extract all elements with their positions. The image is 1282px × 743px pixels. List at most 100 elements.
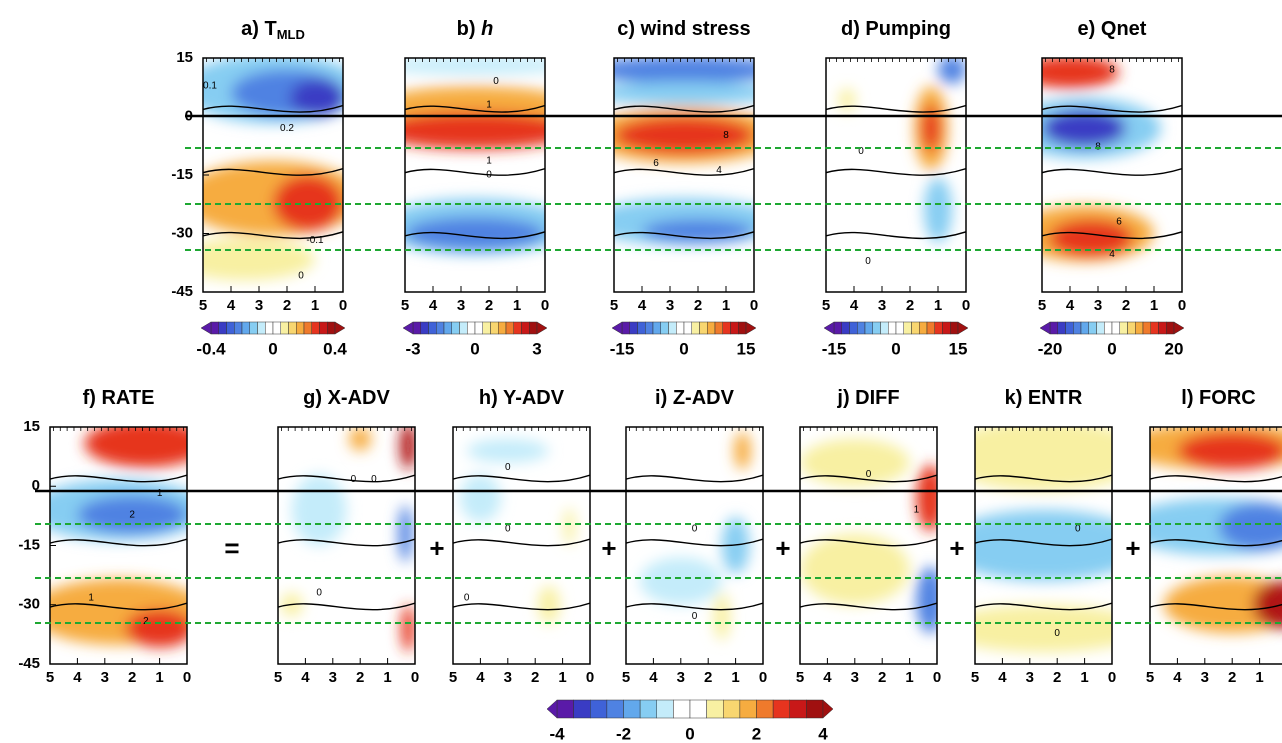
field-blob <box>924 177 952 243</box>
colorbar-cell <box>872 321 881 335</box>
field-bg <box>278 427 415 664</box>
x-tick-label: 1 <box>1150 297 1158 314</box>
colorbar-label: 3 <box>532 339 541 358</box>
colorbar-cell <box>919 321 928 335</box>
colorbar-cell <box>1073 321 1082 335</box>
field-blobs <box>800 438 937 634</box>
title-text: j) DIFF <box>836 387 899 409</box>
contour-label: 1 <box>914 505 920 516</box>
colorbar-cell <box>1088 321 1097 335</box>
colorbar-cell <box>683 321 692 335</box>
x-tick-label: 5 <box>199 297 207 314</box>
x-tick-label: 1 <box>905 669 913 686</box>
x-tick-label: 1 <box>934 297 942 314</box>
field-blob <box>563 507 575 546</box>
colorbar-cell <box>272 321 281 335</box>
field-blob <box>405 217 545 250</box>
colorbar-cell <box>226 321 235 335</box>
panel-frame <box>974 426 1113 665</box>
y-tick-label: 0 <box>32 477 40 494</box>
x-tick-label: 3 <box>1026 669 1034 686</box>
contour-line <box>405 231 545 240</box>
field-blob <box>838 88 856 112</box>
colorbar-cell <box>934 321 943 335</box>
contour-line <box>203 231 343 240</box>
field-blob <box>639 557 722 605</box>
colorbar-cell <box>833 321 842 335</box>
contour-label: 2 <box>143 616 149 627</box>
field <box>278 427 415 664</box>
x-tick-label: 3 <box>504 669 512 686</box>
contour-label: 0.1 <box>203 81 217 92</box>
x-tick-label: 3 <box>329 669 337 686</box>
field-blob <box>1042 58 1119 89</box>
colorbar-cell <box>706 699 724 719</box>
operator: + <box>601 533 616 563</box>
x-tick-label: 5 <box>401 297 409 314</box>
contour-line <box>1150 475 1282 483</box>
colorbar-cell <box>714 321 723 335</box>
contour-label: 1 <box>88 592 94 603</box>
colorbar-cell <box>880 321 889 335</box>
colorbar-cell <box>691 321 700 335</box>
colorbar-cell <box>864 321 873 335</box>
field-blob <box>1049 219 1133 257</box>
contour-line <box>405 104 545 113</box>
field-blob <box>916 464 937 532</box>
colorbar-cell <box>490 321 499 335</box>
contour-label: 0 <box>865 256 871 267</box>
x-tick-label: 2 <box>356 669 364 686</box>
colorbar-cell <box>689 699 707 719</box>
x-tick-label: 3 <box>1094 297 1102 314</box>
operator: = <box>224 533 239 563</box>
colorbar-cell <box>806 699 824 719</box>
colorbar-cell <box>234 321 243 335</box>
contour-line <box>975 602 1112 611</box>
contour-label: 0 <box>505 462 511 473</box>
title-text: f) RATE <box>83 387 155 409</box>
panel-title: e) Qnet <box>1078 18 1147 40</box>
x-tick-label: 2 <box>1053 669 1061 686</box>
contour-label: 0 <box>858 146 864 157</box>
colorbar-label: 0 <box>685 724 694 743</box>
contour-line <box>278 474 415 483</box>
field-blob <box>975 427 1112 491</box>
x-tick-label: 3 <box>457 297 465 314</box>
colorbar-cell <box>590 699 608 719</box>
contour-line <box>826 104 966 113</box>
colorbar-cell <box>1096 321 1105 335</box>
colorbar-cell <box>311 321 320 335</box>
field <box>826 58 966 292</box>
x-tick-label: 3 <box>101 669 109 686</box>
x-tick-label: 2 <box>878 669 886 686</box>
contour-line <box>278 602 415 611</box>
contour-label: 0 <box>486 170 492 181</box>
panel-frame <box>825 57 967 293</box>
colorbar-cell <box>888 321 897 335</box>
colorbar-cell <box>849 321 858 335</box>
colorbar-label: 2 <box>752 724 761 743</box>
colorbar-cell <box>673 699 691 719</box>
y-tick-label: -15 <box>18 536 40 553</box>
colorbar-cell <box>529 321 538 335</box>
field-blob <box>1252 581 1282 629</box>
colorbar-cell <box>412 321 421 335</box>
y-tick-label: -30 <box>18 596 40 613</box>
colorbar-cell <box>926 321 935 335</box>
colorbar-label: 15 <box>949 339 968 358</box>
colorbar-cell <box>249 321 258 335</box>
field-blobs <box>203 58 343 281</box>
x-tick-label: 1 <box>558 669 566 686</box>
colorbar-end <box>823 321 835 335</box>
colorbar-cell <box>210 321 219 335</box>
colorbar-cell <box>629 321 638 335</box>
colorbar-cell <box>639 699 657 719</box>
title-text: b) <box>457 18 481 40</box>
panel-title: i) Z-ADV <box>655 387 735 409</box>
field-blobs <box>459 438 575 624</box>
field-blob <box>975 604 1112 653</box>
x-tick-label: 2 <box>283 297 291 314</box>
title-text: g) X-ADV <box>303 387 390 409</box>
colorbar-cell <box>772 699 790 719</box>
colorbar-label: -0.4 <box>196 339 226 358</box>
